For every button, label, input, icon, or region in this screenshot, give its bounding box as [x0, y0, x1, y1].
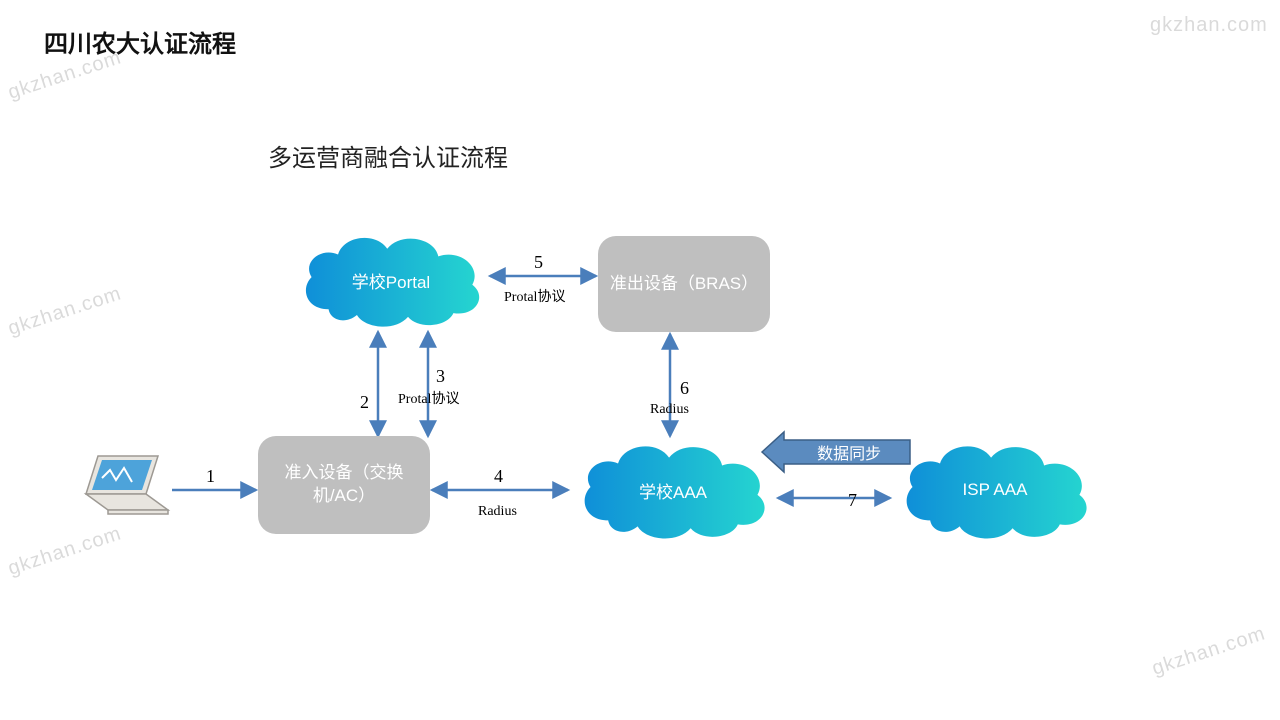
edge-number: 2: [360, 392, 369, 413]
node-school-portal: 学校Portal: [294, 228, 488, 332]
node-bras-device: 准出设备（BRAS）: [598, 236, 770, 332]
edge-number: 1: [206, 466, 215, 487]
node-access-device: 准入设备（交换机/AC）: [258, 436, 430, 534]
edge-number: 4: [494, 466, 503, 487]
edge-label: Protal协议: [398, 388, 459, 408]
node-label: 学校AAA: [570, 436, 776, 544]
edge-number: 3: [436, 366, 445, 387]
node-label: 准入设备（交换机/AC）: [268, 462, 420, 508]
node-label: 学校Portal: [294, 228, 488, 332]
node-school-aaa: 学校AAA: [570, 436, 776, 544]
edge-number: 7: [848, 490, 857, 511]
edge-number: 5: [534, 252, 543, 273]
arrows-layer: [0, 0, 1280, 720]
edge-label: Radius: [650, 402, 689, 418]
edge-label: Radius: [478, 504, 517, 520]
node-label: 准出设备（BRAS）: [610, 273, 758, 296]
block-arrow-label: 数据同步: [762, 432, 923, 472]
laptop-icon: [84, 452, 170, 523]
data-sync-block-arrow: 数据同步: [762, 432, 910, 472]
edge-label: Protal协议: [504, 286, 565, 306]
edge-number: 6: [680, 378, 689, 399]
diagram-canvas: gkzhan.comgkzhan.comgkzhan.comgkzhan.com…: [0, 0, 1280, 720]
